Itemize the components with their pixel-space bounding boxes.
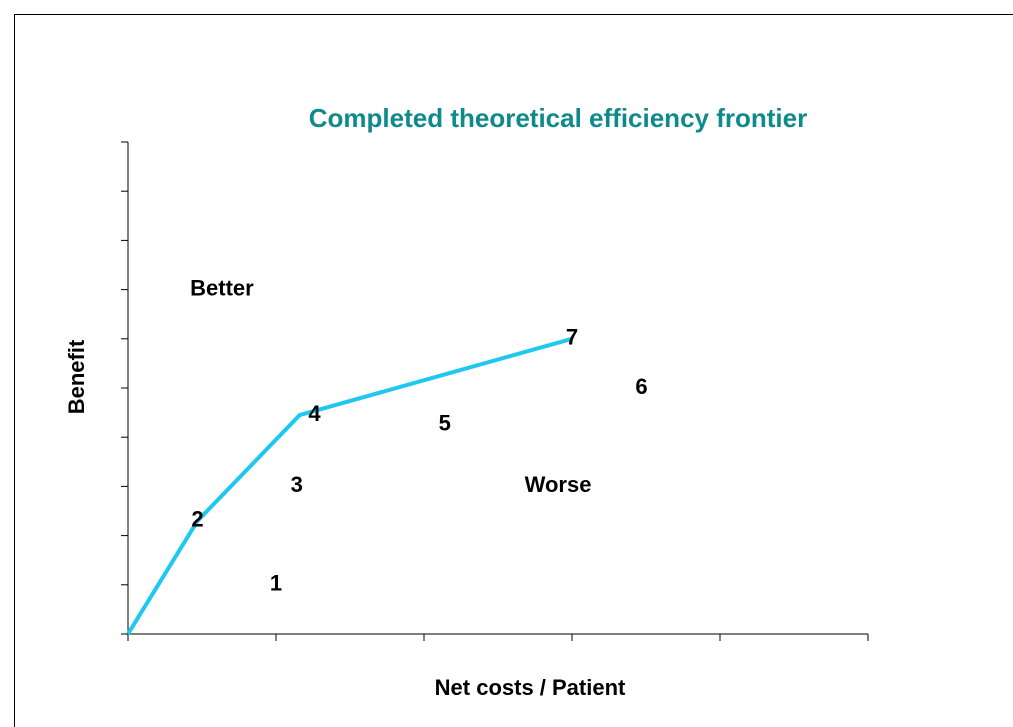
y-axis-label: Benefit (64, 339, 89, 414)
chart-title: Completed theoretical efficiency frontie… (309, 103, 807, 133)
point-label: 4 (308, 401, 321, 426)
point-label: 1 (270, 571, 282, 596)
point-label: 2 (191, 507, 203, 532)
annotation: Better (190, 275, 254, 300)
frame (14, 14, 1013, 727)
point-label: 6 (635, 374, 647, 399)
point-label: 5 (439, 411, 451, 436)
annotation: Worse (525, 472, 592, 497)
frontier-line (126, 336, 573, 636)
x-axis-label: Net costs / Patient (435, 675, 626, 700)
point-label: 3 (291, 472, 303, 497)
point-label: 7 (566, 325, 578, 350)
